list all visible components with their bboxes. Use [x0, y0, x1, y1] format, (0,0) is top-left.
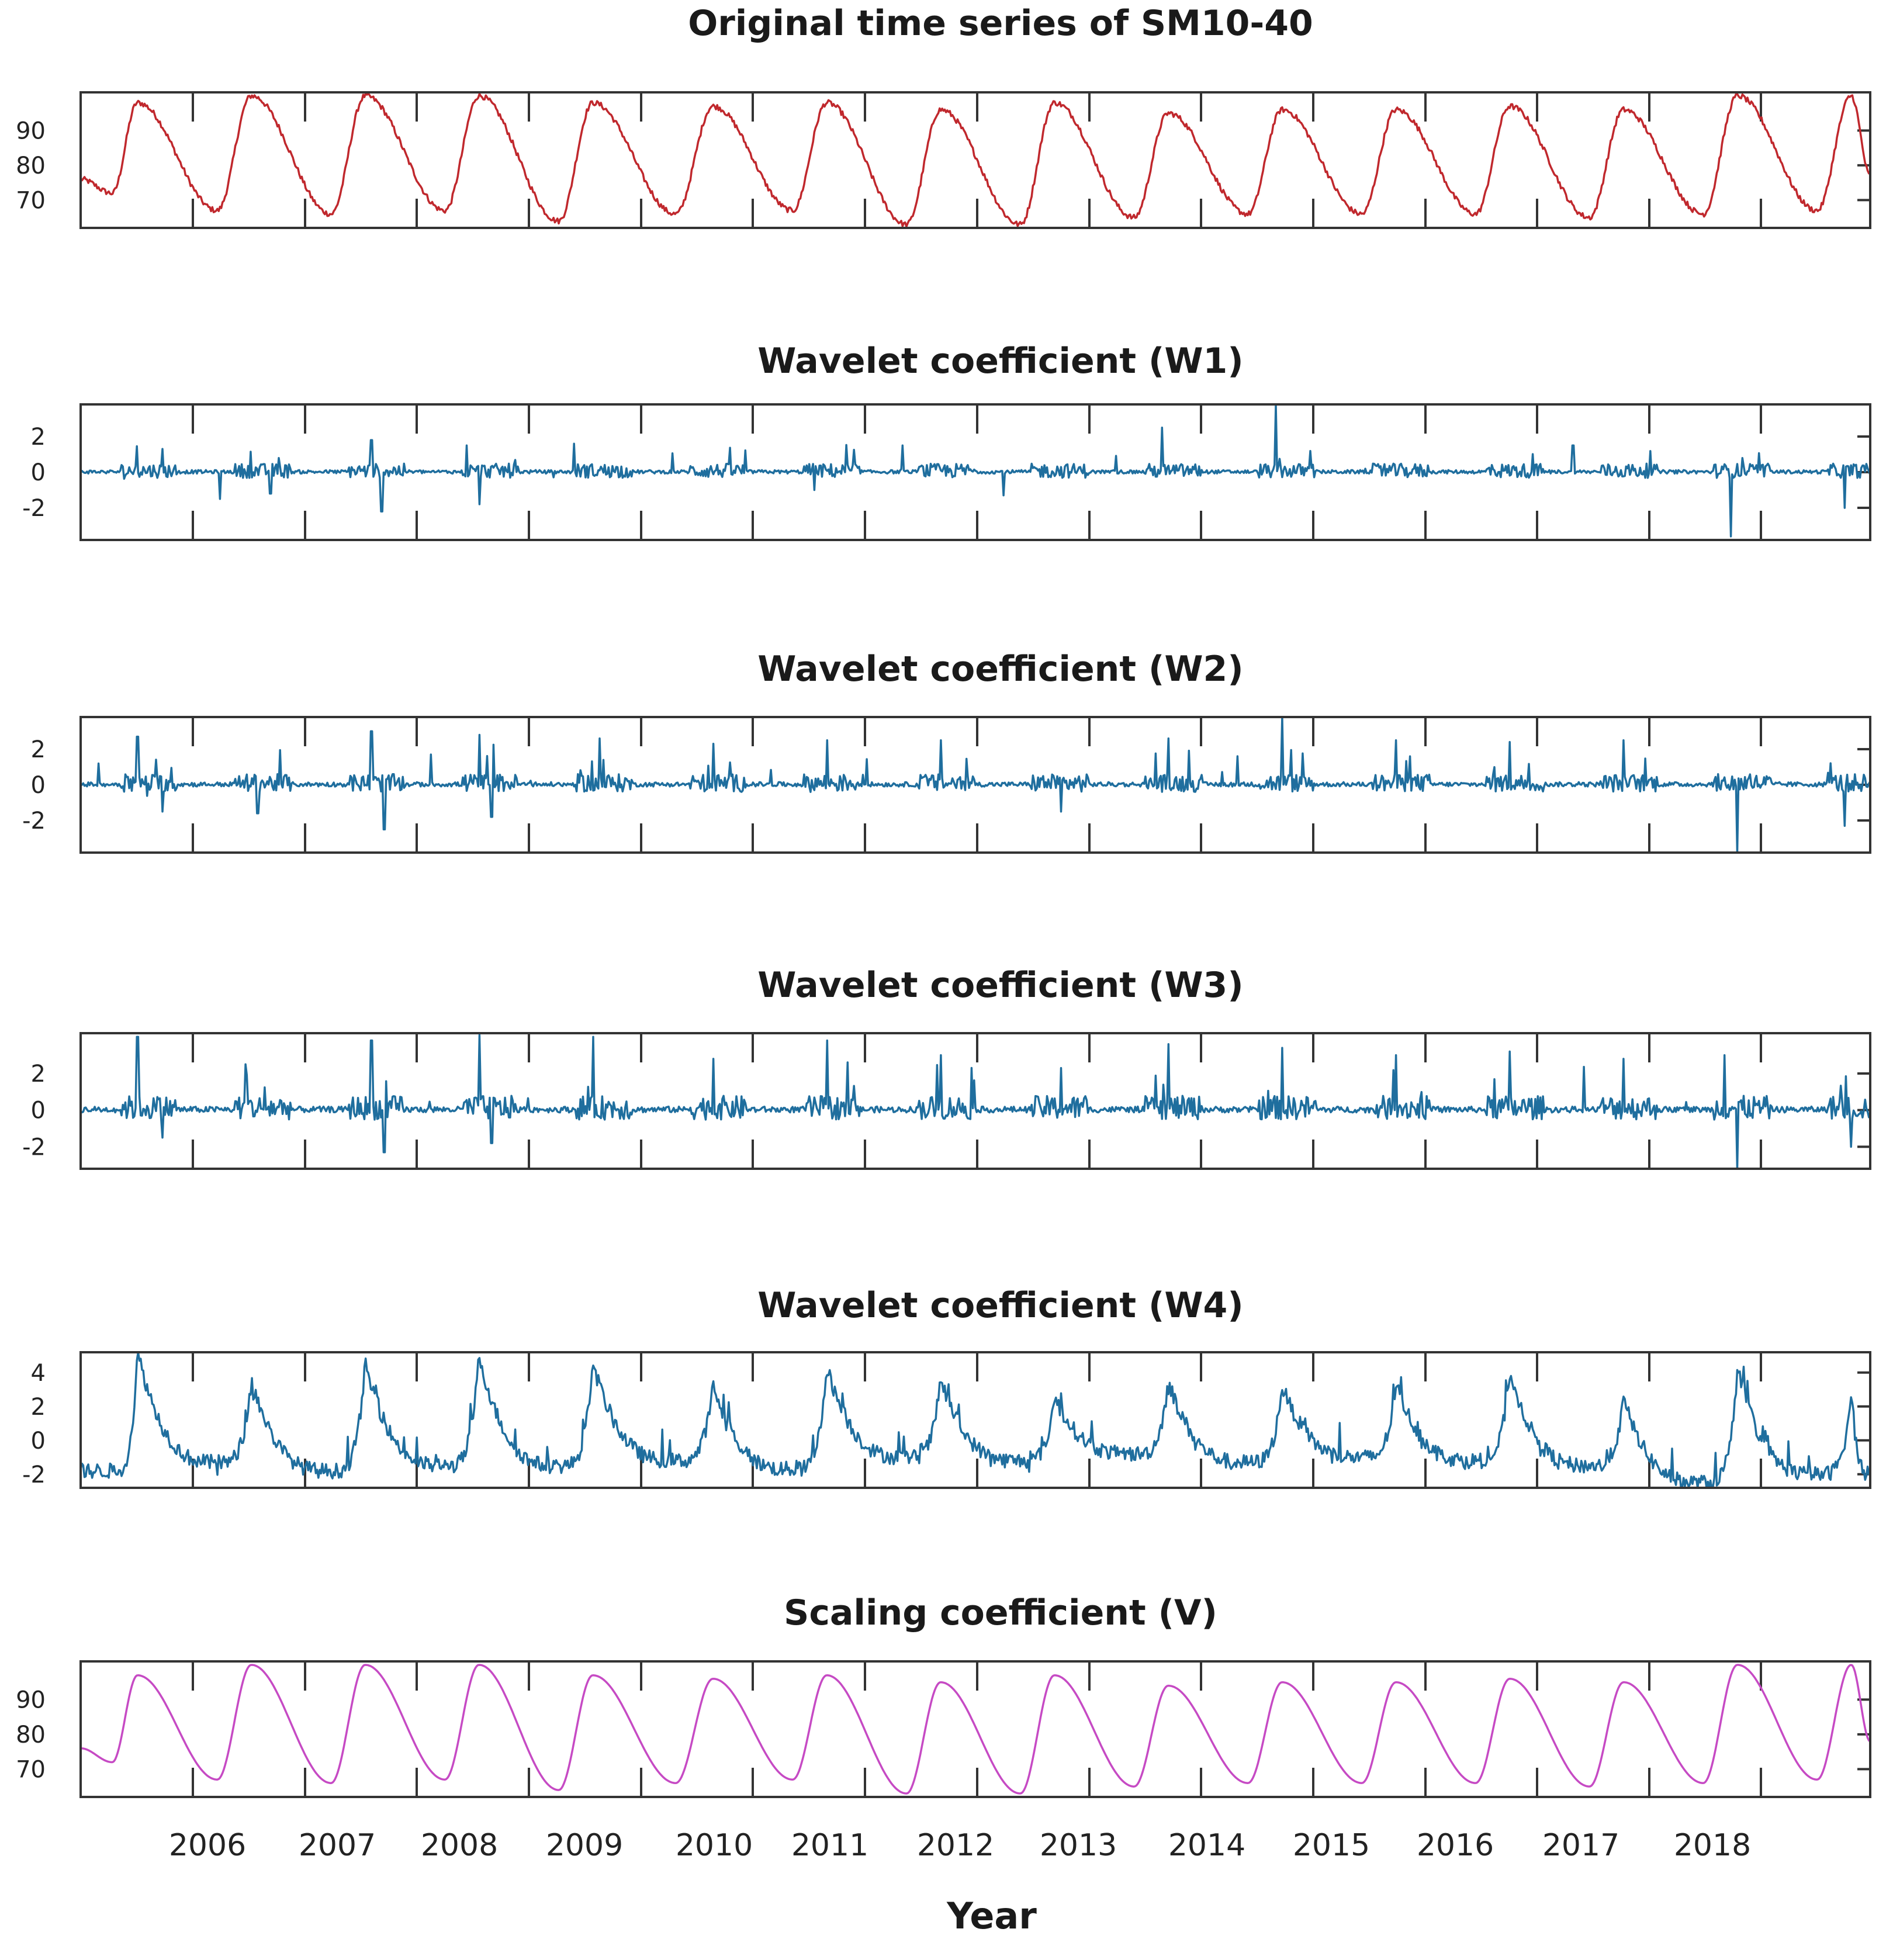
- y-tick-label: 4: [31, 1360, 46, 1387]
- panel-4: Wavelet coefficient (W3) -2 0 2: [22, 965, 1871, 1170]
- x-tick-label: 2007: [299, 1828, 376, 1863]
- y-tick-label: 0: [31, 772, 46, 799]
- y-tick-label: 90: [16, 117, 46, 144]
- plot-frame: [79, 1351, 1871, 1489]
- plot-frame: [79, 403, 1871, 541]
- series-line: [79, 1351, 1871, 1489]
- y-tick-label: 90: [16, 1687, 46, 1713]
- panel-1: Original time series of SM10-40 70 80 90: [16, 3, 1871, 229]
- panel-title: Wavelet coefficient (W3): [757, 965, 1243, 1006]
- plot-frame: [79, 91, 1871, 229]
- series-line: [79, 403, 1871, 538]
- y-tick-label: 2: [31, 1394, 46, 1421]
- y-tick-label: 80: [16, 153, 46, 179]
- panels: Original time series of SM10-40 70 80 90 Wav…: [16, 3, 1871, 1798]
- y-tick-label: 2: [31, 424, 46, 451]
- series-line: [79, 1034, 1871, 1170]
- plot-frame: [79, 716, 1871, 854]
- x-axis-label: Year: [946, 1895, 1037, 1937]
- y-tick-label: 0: [31, 459, 46, 486]
- panel-2: Wavelet coefficient (W1) -2 0 2: [22, 341, 1871, 541]
- panel-title: Wavelet coefficient (W4): [757, 1285, 1243, 1326]
- panel-title: Wavelet coefficient (W1): [757, 341, 1243, 382]
- x-tick-label: 2010: [676, 1828, 753, 1863]
- panel-title: Original time series of SM10-40: [688, 3, 1313, 44]
- plot-frame: [79, 1660, 1871, 1798]
- x-tick-labels: 2006 2007 2008 2009 2010 2011 2012 2013 2014 2015…: [169, 1828, 1751, 1863]
- panel-3: Wavelet coefficient (W2) -2 0 2: [22, 649, 1871, 854]
- x-tick-label: 2015: [1293, 1828, 1370, 1863]
- series-line: [79, 1664, 1871, 1795]
- y-tick-label: 70: [16, 187, 46, 214]
- x-tick-label: 2012: [917, 1828, 994, 1863]
- x-tick-label: 2006: [169, 1828, 246, 1863]
- series-line: [79, 92, 1871, 228]
- x-tick-label: 2008: [421, 1828, 498, 1863]
- y-tick-label: 0: [31, 1097, 46, 1124]
- y-tick-label: 70: [16, 1756, 46, 1783]
- x-tick-label: 2014: [1168, 1828, 1245, 1863]
- panel-title: Scaling coefficient (V): [784, 1592, 1217, 1633]
- y-tick-label: 2: [31, 1061, 46, 1088]
- x-tick-label: 2016: [1417, 1828, 1494, 1863]
- y-tick-label: -2: [22, 1462, 46, 1488]
- y-tick-label: -2: [22, 1134, 46, 1161]
- panel-5: Wavelet coefficient (W4) -2 0 2 4: [22, 1285, 1871, 1489]
- plot-frame: [79, 1032, 1871, 1170]
- y-tick-label: 80: [16, 1722, 46, 1748]
- series-line: [79, 716, 1871, 854]
- x-tick-label: 2009: [546, 1828, 623, 1863]
- y-tick-label: -2: [22, 808, 46, 834]
- x-tick-label: 2013: [1040, 1828, 1117, 1863]
- panel-6: Scaling coefficient (V) 70 80 90: [16, 1592, 1871, 1798]
- x-tick-label: 2018: [1674, 1828, 1751, 1863]
- y-tick-label: 0: [31, 1428, 46, 1455]
- y-tick-label: 2: [31, 736, 46, 763]
- y-tick-label: -2: [22, 495, 46, 522]
- x-tick-label: 2017: [1542, 1828, 1619, 1863]
- panel-title: Wavelet coefficient (W2): [757, 649, 1243, 690]
- x-tick-label: 2011: [791, 1828, 868, 1863]
